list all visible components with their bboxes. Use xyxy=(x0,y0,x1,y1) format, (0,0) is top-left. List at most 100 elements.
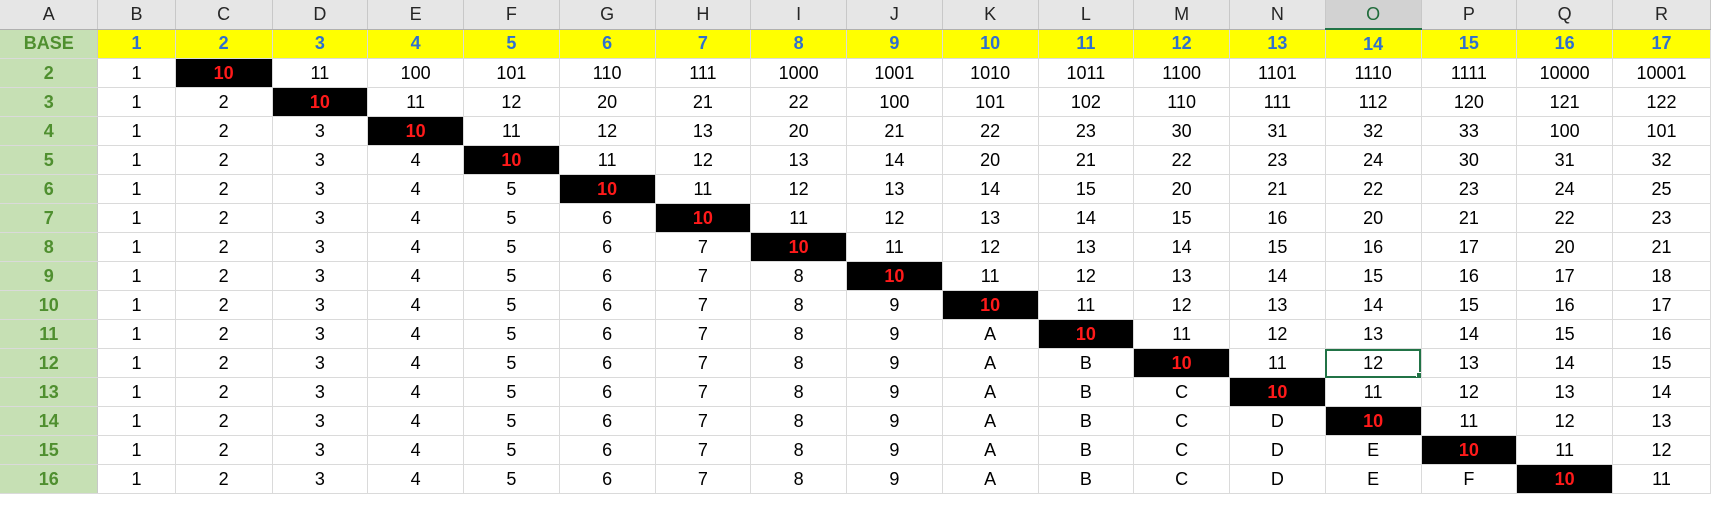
table-cell[interactable]: 23 xyxy=(1612,203,1711,233)
table-cell[interactable]: 7 xyxy=(655,464,752,494)
table-cell[interactable]: 2 xyxy=(175,232,273,262)
table-cell[interactable]: 21 xyxy=(1038,145,1135,175)
diagonal-cell[interactable]: 10 xyxy=(272,87,369,117)
table-cell[interactable]: 12 xyxy=(942,232,1039,262)
table-cell[interactable]: 31 xyxy=(1516,145,1613,175)
table-cell[interactable]: 21 xyxy=(655,87,752,117)
table-cell[interactable]: 2 xyxy=(175,406,273,436)
table-cell[interactable]: 3 xyxy=(272,174,369,204)
table-cell[interactable]: 11 xyxy=(1229,348,1326,378)
table-cell[interactable]: 12 xyxy=(750,174,847,204)
table-cell[interactable]: 3 xyxy=(272,290,369,320)
table-cell[interactable]: 5 xyxy=(463,435,560,465)
table-cell[interactable]: 1 xyxy=(97,87,176,117)
column-header-j[interactable]: J xyxy=(846,0,943,30)
diagonal-cell[interactable]: 10 xyxy=(1229,377,1326,407)
column-header-q[interactable]: Q xyxy=(1516,0,1613,30)
row-label[interactable]: 7 xyxy=(0,203,99,233)
row-label[interactable]: 11 xyxy=(0,319,99,349)
column-header-h[interactable]: H xyxy=(655,0,752,30)
table-cell[interactable]: 6 xyxy=(559,435,656,465)
table-cell[interactable]: 14 xyxy=(1133,232,1230,262)
table-cell[interactable]: 15 xyxy=(1229,232,1326,262)
table-cell[interactable]: 101 xyxy=(1612,116,1711,146)
table-cell[interactable]: 1 xyxy=(97,290,176,320)
table-cell[interactable]: 6 xyxy=(559,464,656,494)
diagonal-cell[interactable]: 10 xyxy=(846,261,943,291)
table-cell[interactable]: 5 xyxy=(463,232,560,262)
table-cell[interactable]: 14 xyxy=(846,145,943,175)
table-cell[interactable]: 1 xyxy=(97,348,176,378)
table-cell[interactable]: 24 xyxy=(1516,174,1613,204)
column-header-l[interactable]: L xyxy=(1038,0,1135,30)
table-cell[interactable]: 4 xyxy=(367,435,464,465)
table-cell[interactable]: 11 xyxy=(463,116,560,146)
table-cell[interactable]: 20 xyxy=(1325,203,1422,233)
row-label[interactable]: 8 xyxy=(0,232,99,262)
table-cell[interactable]: 4 xyxy=(367,319,464,349)
table-cell[interactable]: 13 xyxy=(1325,319,1422,349)
table-cell[interactable]: 110 xyxy=(559,58,656,88)
table-cell[interactable]: B xyxy=(1038,377,1135,407)
table-cell[interactable]: 12 xyxy=(846,203,943,233)
table-cell[interactable]: A xyxy=(942,406,1039,436)
table-cell[interactable]: 3 xyxy=(272,261,369,291)
table-cell[interactable]: 11 xyxy=(1516,435,1613,465)
base-header-cell[interactable]: 9 xyxy=(846,29,943,59)
row-label[interactable]: 9 xyxy=(0,261,99,291)
table-cell[interactable]: 20 xyxy=(559,87,656,117)
diagonal-cell[interactable]: 10 xyxy=(559,174,656,204)
diagonal-cell[interactable]: 10 xyxy=(1133,348,1230,378)
table-cell[interactable]: 30 xyxy=(1421,145,1518,175)
base-header-cell[interactable]: 10 xyxy=(942,29,1039,59)
table-cell[interactable]: 3 xyxy=(272,348,369,378)
table-cell[interactable]: 1 xyxy=(97,261,176,291)
table-cell[interactable]: 1011 xyxy=(1038,58,1135,88)
table-cell[interactable]: 33 xyxy=(1421,116,1518,146)
table-cell[interactable]: 1 xyxy=(97,319,176,349)
table-cell[interactable]: 9 xyxy=(846,406,943,436)
table-cell[interactable]: 9 xyxy=(846,464,943,494)
base-header-cell[interactable]: 13 xyxy=(1229,29,1326,59)
base-header-cell[interactable]: 1 xyxy=(97,29,176,59)
table-cell[interactable]: 23 xyxy=(1229,145,1326,175)
table-cell[interactable]: 5 xyxy=(463,174,560,204)
table-cell[interactable]: A xyxy=(942,435,1039,465)
table-cell[interactable]: 100 xyxy=(846,87,943,117)
table-cell[interactable]: 2 xyxy=(175,174,273,204)
table-cell[interactable]: 102 xyxy=(1038,87,1135,117)
row-label[interactable]: 2 xyxy=(0,58,99,88)
table-cell[interactable]: 11 xyxy=(559,145,656,175)
table-cell[interactable]: 2 xyxy=(175,377,273,407)
row-label[interactable]: 12 xyxy=(0,348,99,378)
base-header-cell[interactable]: 14 xyxy=(1325,29,1422,59)
table-cell[interactable]: 4 xyxy=(367,348,464,378)
table-cell[interactable]: 112 xyxy=(1325,87,1422,117)
table-cell[interactable]: 110 xyxy=(1133,87,1230,117)
table-cell[interactable]: 6 xyxy=(559,290,656,320)
table-cell[interactable]: 3 xyxy=(272,464,369,494)
table-cell[interactable]: 6 xyxy=(559,406,656,436)
table-cell[interactable]: 1 xyxy=(97,406,176,436)
column-header-b[interactable]: B xyxy=(97,0,176,30)
table-cell[interactable]: 4 xyxy=(367,406,464,436)
table-cell[interactable]: 6 xyxy=(559,261,656,291)
table-cell[interactable]: C xyxy=(1133,377,1230,407)
table-cell[interactable]: 7 xyxy=(655,319,752,349)
table-cell[interactable]: 7 xyxy=(655,435,752,465)
table-cell[interactable]: 13 xyxy=(942,203,1039,233)
table-cell[interactable]: 9 xyxy=(846,435,943,465)
table-cell[interactable]: 20 xyxy=(1133,174,1230,204)
table-cell[interactable]: 11 xyxy=(655,174,752,204)
table-cell[interactable]: 8 xyxy=(750,435,847,465)
table-cell[interactable]: 7 xyxy=(655,406,752,436)
base-header-cell[interactable]: 15 xyxy=(1421,29,1518,59)
table-cell[interactable]: 2 xyxy=(175,261,273,291)
row-label[interactable]: 5 xyxy=(0,145,99,175)
table-cell[interactable]: 14 xyxy=(1325,290,1422,320)
table-cell[interactable]: 22 xyxy=(750,87,847,117)
table-cell[interactable]: 15 xyxy=(1133,203,1230,233)
table-cell[interactable]: E xyxy=(1325,464,1422,494)
table-cell[interactable]: 6 xyxy=(559,319,656,349)
table-cell[interactable]: 8 xyxy=(750,377,847,407)
